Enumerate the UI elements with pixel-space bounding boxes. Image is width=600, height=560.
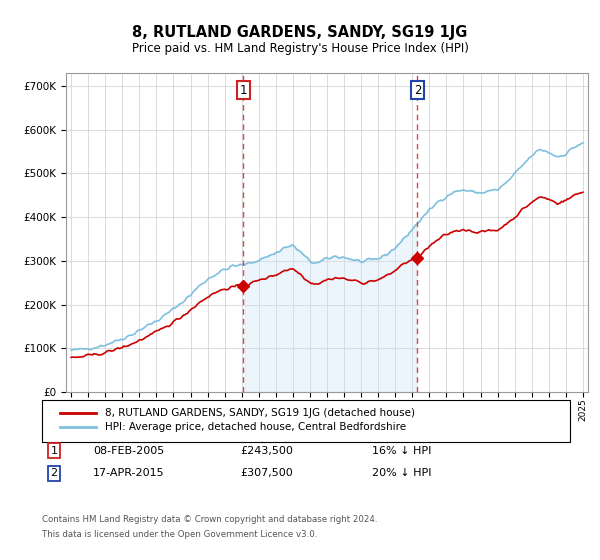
Text: 08-FEB-2005: 08-FEB-2005 (93, 446, 164, 456)
Text: 8, RUTLAND GARDENS, SANDY, SG19 1JG (detached house): 8, RUTLAND GARDENS, SANDY, SG19 1JG (det… (105, 408, 415, 418)
Text: This data is licensed under the Open Government Licence v3.0.: This data is licensed under the Open Gov… (42, 530, 317, 539)
Text: 17-APR-2015: 17-APR-2015 (93, 468, 164, 478)
Text: 8, RUTLAND GARDENS, SANDY, SG19 1JG: 8, RUTLAND GARDENS, SANDY, SG19 1JG (133, 25, 467, 40)
Text: 1: 1 (50, 446, 58, 456)
Text: Price paid vs. HM Land Registry's House Price Index (HPI): Price paid vs. HM Land Registry's House … (131, 42, 469, 55)
Text: £307,500: £307,500 (240, 468, 293, 478)
Text: 20% ↓ HPI: 20% ↓ HPI (372, 468, 431, 478)
Text: HPI: Average price, detached house, Central Bedfordshire: HPI: Average price, detached house, Cent… (105, 422, 406, 432)
Text: Contains HM Land Registry data © Crown copyright and database right 2024.: Contains HM Land Registry data © Crown c… (42, 515, 377, 524)
Text: 2: 2 (413, 84, 421, 97)
Text: £243,500: £243,500 (240, 446, 293, 456)
Text: 16% ↓ HPI: 16% ↓ HPI (372, 446, 431, 456)
Text: 1: 1 (239, 84, 247, 97)
Text: 2: 2 (50, 468, 58, 478)
